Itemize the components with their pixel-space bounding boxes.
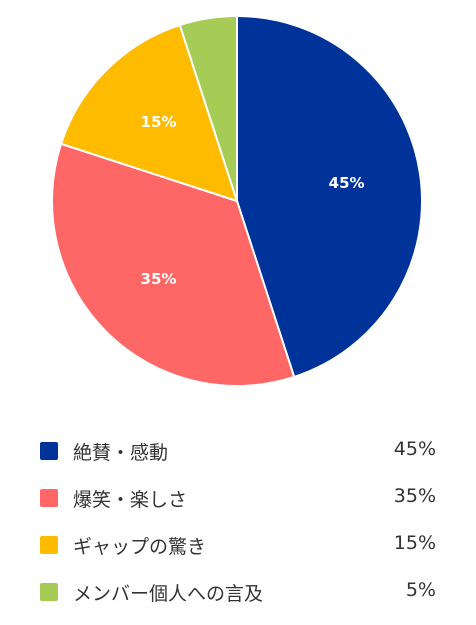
legend-item: 爆笑・楽しさ 35% [0,475,476,522]
legend-value: 5% [405,579,436,601]
legend-label: 絶賛・感動 [73,442,169,464]
legend-label: メンバー個人への言及 [73,583,264,605]
legend-value: 45% [393,438,436,460]
legend-swatch-4 [40,583,58,601]
legend-swatch-1 [40,442,58,460]
pie-svg: 45% 35% 15% [51,14,423,387]
legend-label: ギャップの驚き [73,536,207,558]
legend-value: 35% [393,485,436,507]
legend-value: 15% [393,532,436,554]
legend: 絶賛・感動 45% 爆笑・楽しさ 35% ギャップの驚き 15% メンバー個人へ… [0,428,476,616]
pie-slice [236,14,423,379]
pie-slice [178,14,238,202]
legend-item: ギャップの驚き 15% [0,522,476,569]
legend-item: メンバー個人への言及 5% [0,569,476,616]
pie-chart: 45% 35% 15% [51,14,423,387]
legend-label: 爆笑・楽しさ [73,489,188,511]
pie-slice [51,142,296,387]
slice-label: 45% [329,174,365,192]
slice-label: 35% [141,270,177,288]
legend-swatch-3 [40,536,58,554]
legend-item: 絶賛・感動 45% [0,428,476,475]
legend-swatch-2 [40,489,58,507]
pie-slice [59,23,239,203]
slice-label: 15% [141,113,177,131]
